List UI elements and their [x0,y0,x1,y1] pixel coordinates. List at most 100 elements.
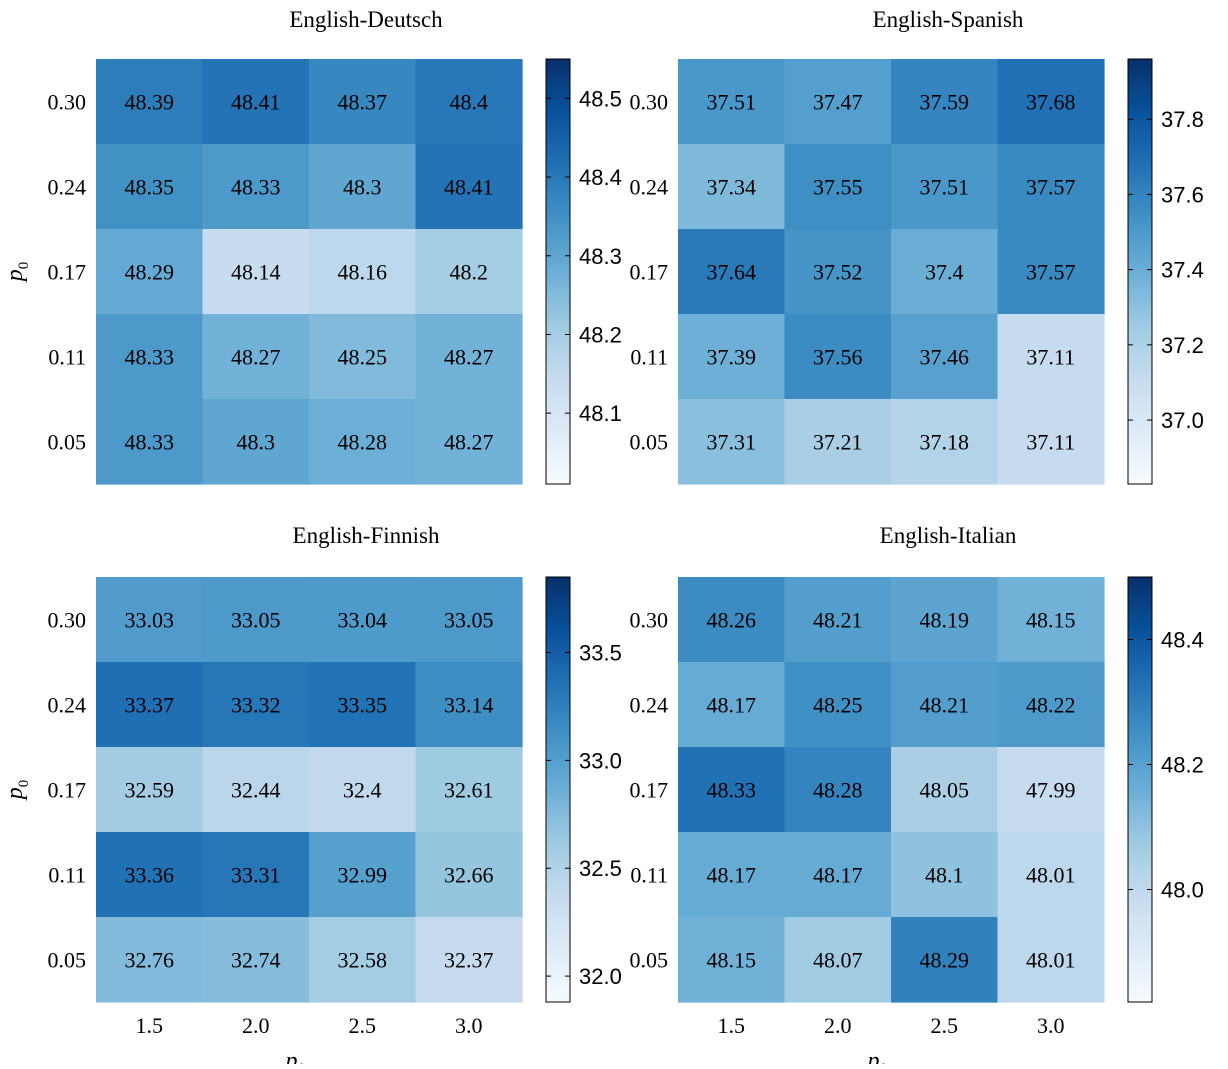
y-axis-label: p0 [2,780,32,802]
heatmap-cell [784,747,892,833]
heatmap-cell [678,832,786,918]
colorbar-tick-label: 33.5 [579,641,622,666]
cell-value-label: 33.35 [338,693,388,718]
colorbar-tick-label: 48.2 [1161,753,1204,778]
y-tick-label: 0.17 [48,778,87,803]
heatmap-cell [784,144,892,230]
cell-value-label: 48.05 [920,778,970,803]
cell-value-label: 48.4 [450,90,489,115]
cell-value-label: 48.17 [813,863,863,888]
heatmap-cell [784,229,892,315]
heatmap-cell [784,832,892,918]
cell-value-label: 32.61 [444,778,494,803]
x-tick-label: 2.5 [931,1013,959,1038]
heatmap-cell [96,59,204,145]
cell-value-label: 37.4 [925,260,964,285]
cell-value-label: 37.11 [1026,430,1075,455]
cell-value-label: 48.29 [125,260,175,285]
heatmap-cell [678,229,786,315]
y-tick-label: 0.24 [48,175,87,200]
cell-value-label: 48.01 [1026,863,1076,888]
heatmap-cell [678,917,786,1003]
cell-value-label: 48.3 [343,175,382,200]
heatmap-cell [784,662,892,748]
cell-value-label: 48.21 [813,608,863,633]
cell-value-label: 37.39 [707,345,757,370]
heatmap-cell [415,917,523,1003]
colorbar [545,576,571,1003]
colorbar-tick-label: 37.4 [1161,258,1204,283]
y-axis-label-base: p [2,787,28,801]
heatmap-cell [784,399,892,485]
cell-value-label: 32.58 [338,948,388,973]
cell-value-label: 32.66 [444,863,494,888]
heatmap-cell [96,577,204,663]
cell-value-label: 48.19 [920,608,970,633]
y-tick-label: 0.17 [48,260,87,285]
heatmap-cell [309,314,417,400]
heatmap-cell [997,59,1105,145]
heatmap-cell [891,917,999,1003]
heatmap-cell [997,917,1105,1003]
heatmap-cell [202,229,310,315]
heatmap-cell [891,314,999,400]
x-tick-label: 2.0 [242,1013,270,1038]
heatmap-cell [784,577,892,663]
heatmap-cell [678,399,786,485]
cell-value-label: 48.17 [707,693,757,718]
x-tick-label: 1.5 [718,1013,746,1038]
cell-value-label: 48.33 [125,430,175,455]
cell-value-label: 37.51 [707,90,757,115]
y-tick-label: 0.24 [630,693,669,718]
cell-value-label: 37.55 [813,175,863,200]
cell-value-label: 32.4 [343,778,382,803]
y-axis-label-subscript: 0 [16,780,32,788]
colorbar-tick-label: 32.0 [579,964,622,989]
heatmap-cell [891,662,999,748]
cell-value-label: 48.22 [1026,693,1076,718]
heatmap-cell [202,577,310,663]
cell-value-label: 37.47 [813,90,863,115]
heatmap-cell [891,59,999,145]
cell-value-label: 48.25 [338,345,388,370]
cell-value-label: 48.07 [813,948,863,973]
x-tick-label: 1.5 [136,1013,164,1038]
cell-value-label: 37.18 [920,430,970,455]
colorbar-tick-label: 37.0 [1161,408,1204,433]
panel-title: English-Deutsch [289,7,443,32]
heatmap-cell [309,577,417,663]
heatmap-cell [784,59,892,145]
colorbar-tick-label: 48.4 [1161,628,1204,653]
x-tick-label: 3.0 [455,1013,483,1038]
cell-value-label: 48.01 [1026,948,1076,973]
heatmap-cell [96,229,204,315]
x-axis-label: pfactor [284,1048,333,1064]
cell-value-label: 48.41 [231,90,281,115]
y-tick-label: 0.30 [48,90,87,115]
cell-value-label: 48.17 [707,863,757,888]
colorbar-tick-label: 33.0 [579,748,622,773]
heatmap-cell [415,747,523,833]
heatmap-cell [415,832,523,918]
heatmap-cell [309,59,417,145]
colorbar [1127,58,1153,485]
x-tick-label: 3.0 [1037,1013,1065,1038]
heatmap-cell [415,577,523,663]
heatmap-cell [415,229,523,315]
heatmap-cell [678,662,786,748]
heatmap-panel-3: English-Finnish 33.03 33.05 33.04 33.05 33.37… [2,523,622,1069]
cell-value-label: 32.76 [125,948,175,973]
cell-value-label: 48.27 [231,345,281,370]
cell-value-label: 33.32 [231,693,281,718]
cell-value-label: 37.46 [920,345,970,370]
heatmap-cell [891,399,999,485]
heatmap-cell [202,747,310,833]
cell-value-label: 37.11 [1026,345,1075,370]
cell-value-label: 48.16 [338,260,388,285]
heatmap-cell [997,747,1105,833]
heatmap-panel-4: English-Italian 48.26 48.21 48.19 48.15 48.17… [630,523,1204,1069]
cell-value-label: 48.27 [444,345,494,370]
cell-value-label: 48.35 [125,175,175,200]
cell-value-label: 48.14 [231,260,281,285]
